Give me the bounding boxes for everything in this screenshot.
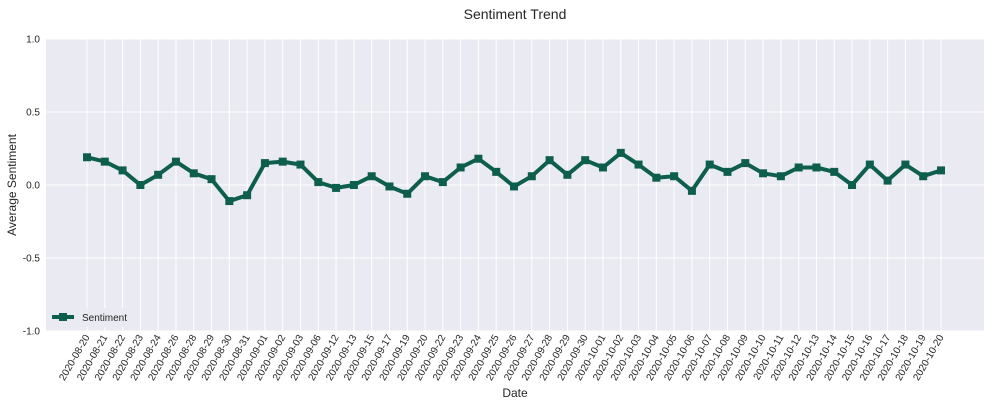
data-point-marker [919, 172, 928, 181]
data-point-marker [527, 172, 536, 181]
data-point-marker [776, 172, 785, 181]
series-markers [83, 148, 945, 206]
y-tick-label: -0.5 [23, 254, 41, 265]
data-point-marker [403, 189, 412, 198]
data-point-marker [367, 172, 376, 181]
data-point-marker [314, 178, 323, 187]
data-point-marker [207, 175, 216, 184]
data-point-marker [794, 163, 803, 172]
legend-entry-sentiment: Sentiment [82, 313, 127, 324]
legend-marker-sample [59, 313, 67, 321]
data-point-marker [883, 176, 892, 185]
data-point-marker [830, 167, 839, 176]
data-point-marker [100, 157, 109, 166]
data-point-marker [616, 148, 625, 157]
data-point-marker [545, 156, 554, 165]
y-axis-label: Average Sentiment [5, 133, 19, 236]
data-point-marker [278, 157, 287, 166]
legend: Sentiment [50, 308, 134, 327]
data-point-marker [260, 159, 269, 168]
data-point-marker [759, 169, 768, 178]
data-point-marker [705, 160, 714, 169]
data-point-marker [296, 160, 305, 169]
data-point-marker [154, 170, 163, 179]
data-point-marker [687, 186, 696, 195]
data-point-marker [83, 153, 91, 162]
data-point-marker [171, 157, 180, 166]
data-point-marker [438, 178, 447, 187]
data-point-marker [937, 166, 945, 175]
legend-box [50, 308, 134, 327]
data-point-marker [901, 160, 910, 169]
y-tick-label: 0.5 [26, 108, 40, 119]
data-point-marker [136, 181, 145, 189]
data-point-marker [581, 156, 590, 165]
x-tick-labels: 2020-08-202020-08-212020-08-222020-08-23… [57, 333, 946, 383]
data-point-marker [189, 169, 198, 178]
data-point-marker [598, 163, 607, 172]
data-point-marker [634, 160, 643, 169]
data-point-marker [652, 173, 661, 182]
data-point-marker [812, 163, 821, 172]
data-point-marker [421, 172, 430, 181]
data-point-marker [118, 166, 127, 175]
data-point-marker [670, 172, 679, 181]
grid-lines [46, 38, 984, 332]
data-point-marker [225, 197, 234, 206]
data-point-marker [741, 159, 750, 168]
y-tick-label: 0.0 [26, 181, 40, 192]
y-tick-label: -1.0 [23, 327, 41, 338]
x-axis-label: Date [502, 386, 528, 400]
data-point-marker [563, 170, 572, 179]
data-point-marker [848, 181, 857, 189]
data-point-marker [385, 182, 394, 191]
y-tick-label: 1.0 [26, 35, 40, 46]
data-point-marker [492, 167, 501, 176]
data-point-marker [474, 154, 483, 163]
data-point-marker [865, 160, 874, 169]
data-point-marker [243, 191, 252, 200]
data-point-marker [456, 163, 465, 172]
data-point-marker [510, 182, 518, 191]
data-point-marker [723, 167, 732, 176]
y-tick-labels: -1.0 -0.5 0.0 0.5 1.0 [23, 35, 41, 338]
data-point-marker [332, 183, 341, 192]
data-point-marker [349, 181, 358, 189]
chart-title: Sentiment Trend [464, 6, 567, 22]
